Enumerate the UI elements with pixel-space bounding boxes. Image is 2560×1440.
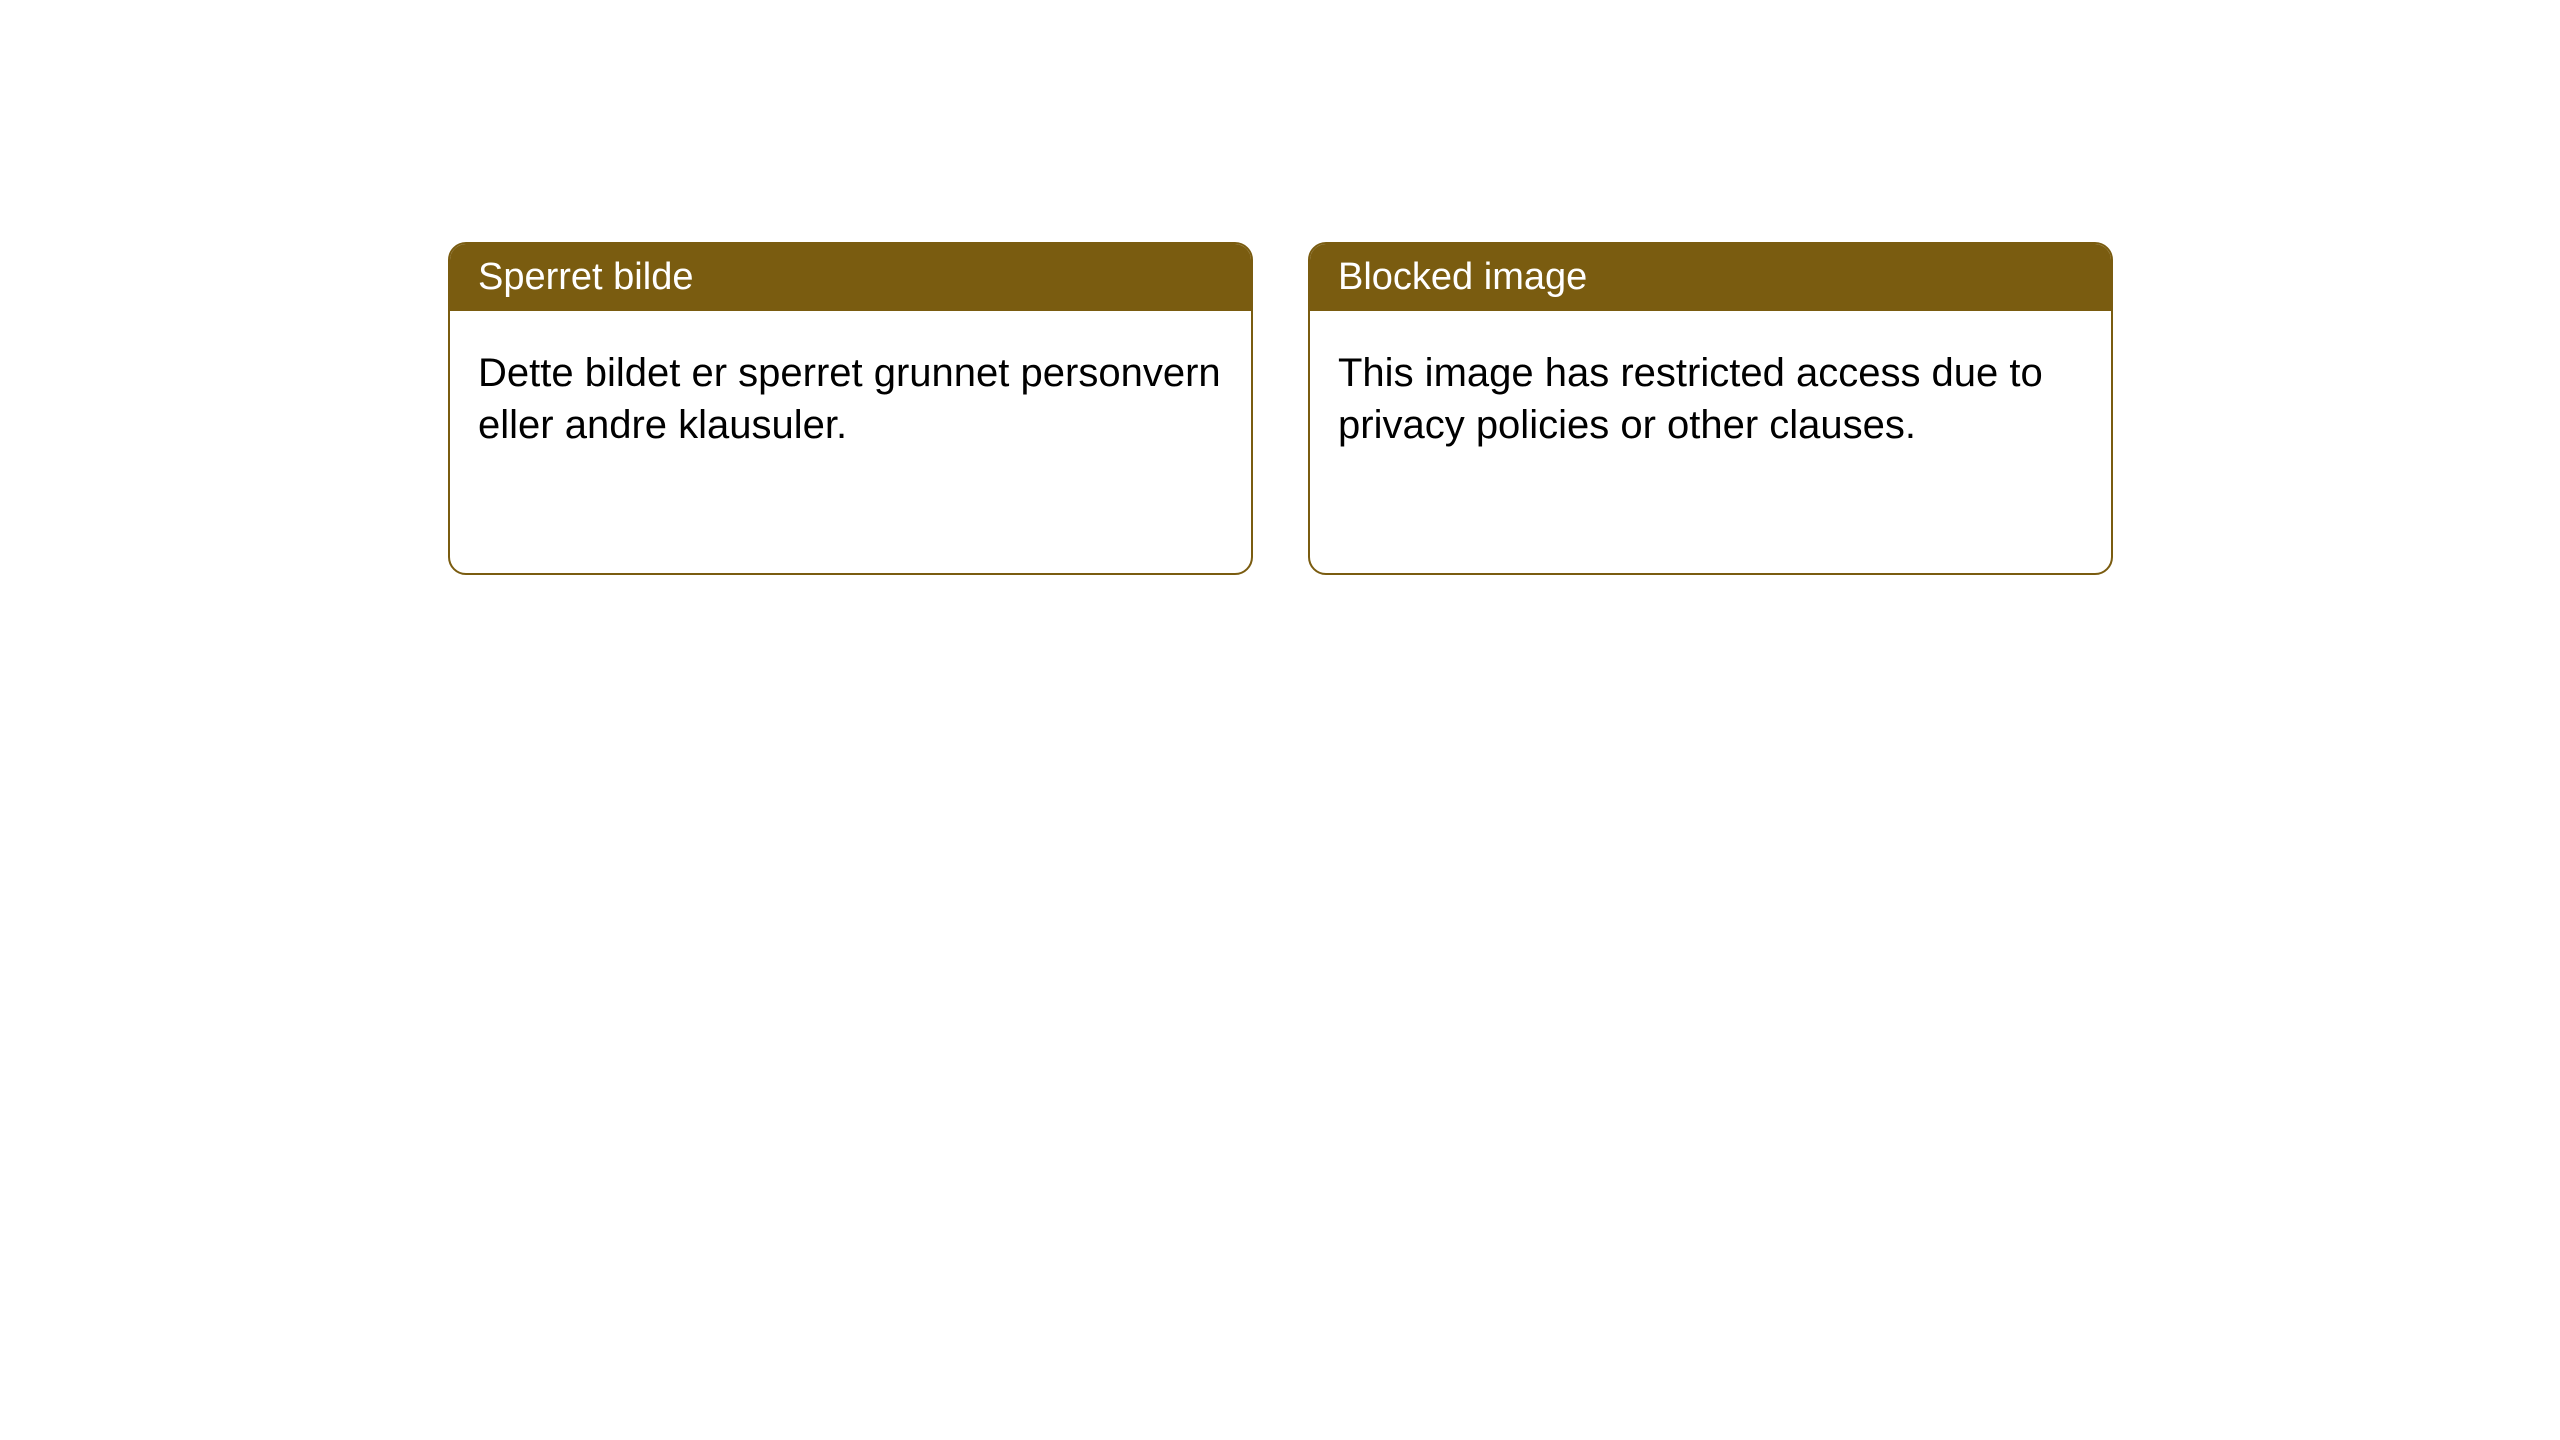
notice-card-text: This image has restricted access due to … <box>1338 351 2043 447</box>
notice-card-norwegian: Sperret bilde Dette bildet er sperret gr… <box>448 242 1253 575</box>
notice-card-header: Sperret bilde <box>450 244 1251 311</box>
notice-card-title: Blocked image <box>1338 256 1587 298</box>
notice-card-title: Sperret bilde <box>478 256 693 298</box>
notice-card-body: This image has restricted access due to … <box>1310 311 2111 487</box>
notice-card-container: Sperret bilde Dette bildet er sperret gr… <box>448 242 2560 575</box>
notice-card-header: Blocked image <box>1310 244 2111 311</box>
notice-card-english: Blocked image This image has restricted … <box>1308 242 2113 575</box>
notice-card-text: Dette bildet er sperret grunnet personve… <box>478 351 1221 447</box>
notice-card-body: Dette bildet er sperret grunnet personve… <box>450 311 1251 487</box>
